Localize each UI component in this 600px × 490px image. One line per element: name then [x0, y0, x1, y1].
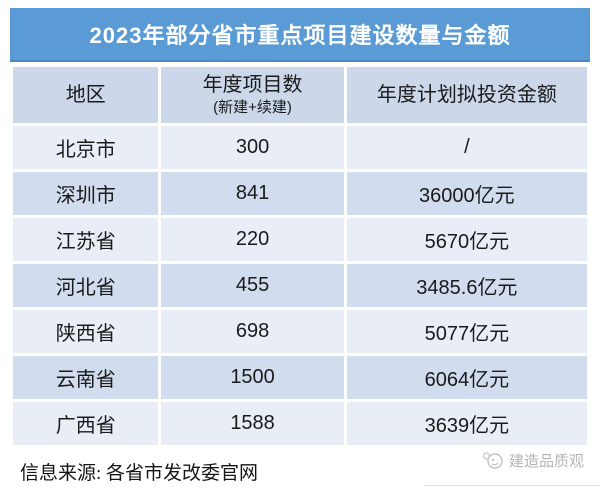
table-row: 广西省 1588 3639亿元	[13, 402, 587, 445]
table-row: 深圳市 841 36000亿元	[13, 172, 587, 215]
projects-cell: 1500	[161, 356, 344, 399]
projects-cell: 220	[161, 218, 344, 261]
investment-cell: 5670亿元	[346, 218, 587, 261]
investment-cell: 36000亿元	[346, 172, 587, 215]
region-cell: 江苏省	[13, 218, 159, 261]
region-cell: 深圳市	[13, 172, 159, 215]
table-header: 地区 年度项目数 (新建+续建) 年度计划拟投资金额	[13, 67, 587, 123]
projects-cell: 455	[161, 264, 344, 307]
region-cell: 陕西省	[13, 310, 159, 353]
table-row: 陕西省 698 5077亿元	[13, 310, 587, 353]
projects-cell: 300	[161, 126, 344, 169]
column-header-investment: 年度计划拟投资金额	[346, 67, 587, 123]
brand-watermark-label: 建造品质观	[508, 453, 584, 470]
projects-cell: 841	[161, 172, 344, 215]
investment-cell: 3485.6亿元	[346, 264, 587, 307]
column-header-region: 地区	[13, 67, 159, 123]
source-note: 信息来源: 各省市发改委官网	[20, 463, 259, 484]
column-header-projects: 年度项目数 (新建+续建)	[161, 67, 344, 123]
investment-cell: /	[346, 126, 587, 169]
page-title: 2023年部分省市重点项目建设数量与金额	[89, 23, 511, 48]
table-row: 河北省 455 3485.6亿元	[13, 264, 587, 307]
investment-cell: 3639亿元	[346, 402, 587, 445]
projects-cell: 1588	[161, 402, 344, 445]
region-cell: 广西省	[13, 402, 159, 445]
region-cell: 云南省	[13, 356, 159, 399]
investment-cell: 5077亿元	[346, 310, 587, 353]
column-header-projects-label: 年度项目数	[202, 73, 303, 96]
table-row: 北京市 300 /	[13, 126, 587, 169]
header-row: 地区 年度项目数 (新建+续建) 年度计划拟投资金额	[13, 67, 587, 123]
brand-watermark: 建造品质观	[482, 450, 584, 471]
investment-cell: 6064亿元	[346, 356, 587, 399]
watermark-divider	[424, 485, 600, 486]
brand-logo-icon	[482, 452, 504, 469]
table-row: 江苏省 220 5670亿元	[13, 218, 587, 261]
column-header-projects-sublabel: (新建+续建)	[213, 98, 292, 116]
table-body: 北京市 300 / 深圳市 841 36000亿元 江苏省 220 5670亿元…	[13, 126, 587, 445]
projects-table: 地区 年度项目数 (新建+续建) 年度计划拟投资金额 北京市 300 / 深圳市…	[10, 64, 590, 448]
projects-cell: 698	[161, 310, 344, 353]
region-cell: 北京市	[13, 126, 159, 169]
title-banner: 2023年部分省市重点项目建设数量与金额	[10, 8, 590, 62]
table-row: 云南省 1500 6064亿元	[13, 356, 587, 399]
region-cell: 河北省	[13, 264, 159, 307]
